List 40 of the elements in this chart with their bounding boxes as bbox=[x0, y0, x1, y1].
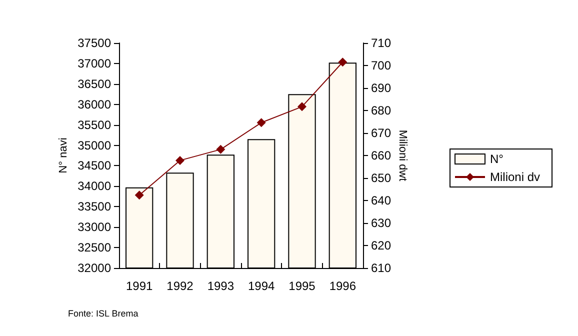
point bbox=[298, 102, 306, 112]
y-tick-label: 32000 bbox=[78, 261, 112, 275]
y2-tick-label: 660 bbox=[371, 148, 392, 162]
y2-tick-label: 650 bbox=[371, 171, 392, 185]
y-tick-label: 33500 bbox=[78, 200, 112, 214]
y-tick-label: 34500 bbox=[78, 158, 112, 173]
legend-label: N° bbox=[490, 152, 504, 166]
point bbox=[176, 156, 184, 165]
y2-tick-label: 640 bbox=[371, 194, 392, 208]
x-tick-label: 1993 bbox=[207, 279, 234, 293]
y2-tick-label: 610 bbox=[371, 261, 392, 275]
y-tick-label: 34000 bbox=[78, 179, 112, 194]
y2-tick-label: 620 bbox=[371, 238, 392, 252]
y-tick-label: 35500 bbox=[78, 118, 112, 132]
y-tick-label: 37000 bbox=[78, 56, 112, 70]
x-tick-label: 1991 bbox=[126, 279, 154, 293]
y2-tick-label: 700 bbox=[371, 58, 392, 72]
source-note: Fonte: ISL Brema bbox=[68, 308, 138, 318]
y2-tick-label: 670 bbox=[371, 126, 392, 140]
y-tick-label: 33000 bbox=[78, 220, 112, 234]
x-tick-label: 1996 bbox=[329, 279, 356, 293]
y-tick-label: 36000 bbox=[78, 97, 112, 112]
y2-tick-label: 690 bbox=[371, 81, 392, 95]
y-tick-label: 35000 bbox=[78, 138, 112, 152]
point bbox=[216, 144, 226, 154]
y-axis-title: N° navi bbox=[58, 138, 70, 174]
y2-axis-title: Milioni dwt bbox=[396, 130, 408, 182]
y2-tick-label: 630 bbox=[371, 216, 392, 230]
point bbox=[134, 190, 144, 200]
point bbox=[338, 58, 348, 67]
x-tick-label: 1992 bbox=[166, 279, 194, 293]
y-tick-label: 32500 bbox=[78, 240, 112, 255]
y-tick-label: 37500 bbox=[78, 36, 112, 50]
y2-tick-label: 680 bbox=[371, 104, 392, 118]
x-tick-label: 1994 bbox=[248, 279, 276, 293]
legend-label: Milioni dv bbox=[490, 170, 540, 184]
point bbox=[256, 118, 266, 128]
y2-tick-label: 710 bbox=[371, 36, 392, 50]
x-tick-label: 1995 bbox=[288, 279, 316, 293]
y-tick-label: 36500 bbox=[78, 76, 112, 91]
